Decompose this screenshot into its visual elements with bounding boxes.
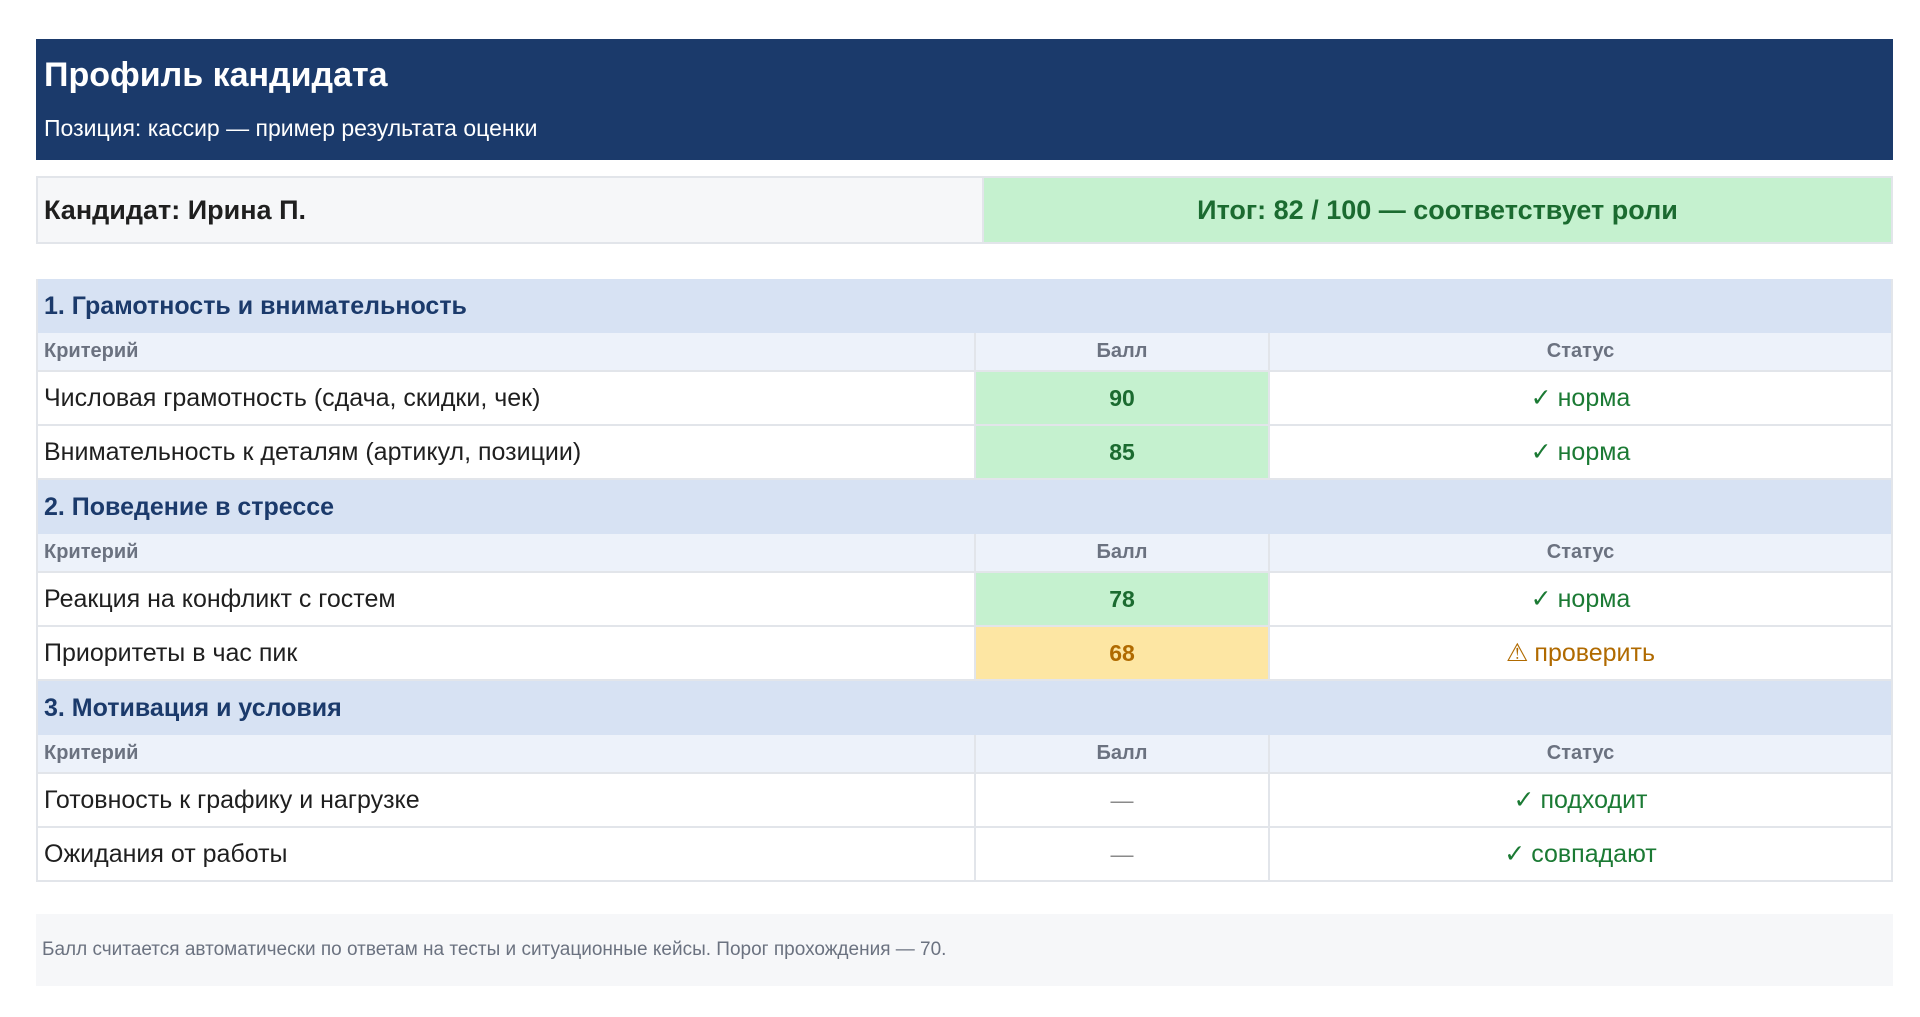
column-header-row: Критерий Балл Статус [38, 735, 1891, 774]
score-cell: 85 [976, 426, 1270, 478]
assessment-table: 1. Грамотность и внимательность Критерий… [36, 279, 1893, 882]
status-label: норма [1557, 383, 1631, 412]
status-cell: ✓ подходит [1270, 774, 1891, 826]
status-label: проверить [1534, 638, 1655, 667]
status-label: норма [1557, 584, 1631, 613]
table-row: Реакция на конфликт с гостем 78 ✓ норма [38, 573, 1891, 627]
status-cell: ⚠ проверить [1270, 627, 1891, 679]
score-cell: — [976, 774, 1270, 826]
column-header-score: Балл [976, 534, 1270, 571]
score-cell: 90 [976, 372, 1270, 424]
criterion-cell: Готовность к графику и нагрузке [38, 774, 976, 826]
check-icon: ✓ [1530, 585, 1552, 613]
status-cell: ✓ норма [1270, 426, 1891, 478]
footer-note: Балл считается автоматически по ответам … [36, 914, 1893, 986]
table-row: Готовность к графику и нагрузке — ✓ подх… [38, 774, 1891, 828]
score-cell: 78 [976, 573, 1270, 625]
candidate-summary: Кандидат: Ирина П. Итог: 82 / 100 — соот… [36, 176, 1893, 244]
status-label: подходит [1540, 785, 1648, 814]
section-heading: 2. Поведение в стрессе [38, 480, 1891, 534]
criterion-cell: Внимательность к деталям (артикул, позиц… [38, 426, 976, 478]
column-header-criterion: Критерий [38, 735, 976, 772]
status-cell: ✓ норма [1270, 573, 1891, 625]
criterion-cell: Числовая грамотность (сдача, скидки, чек… [38, 372, 976, 424]
total-score-badge: Итог: 82 / 100 — соответствует роли [984, 178, 1891, 242]
candidate-profile: Профиль кандидата Позиция: кассир — прим… [36, 39, 1893, 986]
table-row: Приоритеты в час пик 68 ⚠ проверить [38, 627, 1891, 681]
table-row: Ожидания от работы — ✓ совпадают [38, 828, 1891, 880]
check-icon: ✓ [1530, 438, 1552, 466]
table-row: Внимательность к деталям (артикул, позиц… [38, 426, 1891, 480]
warning-icon: ⚠ [1505, 639, 1529, 667]
status-cell: ✓ совпадают [1270, 828, 1891, 880]
column-header-status: Статус [1546, 340, 1615, 362]
column-header-score: Балл [976, 333, 1270, 370]
column-header-status: Статус [1546, 742, 1615, 764]
page-title: Профиль кандидата [44, 56, 388, 94]
section-heading: 3. Мотивация и условия [38, 681, 1891, 735]
score-cell: — [976, 828, 1270, 880]
page-subtitle: Позиция: кассир — пример результата оцен… [44, 115, 538, 141]
table-row: Числовая грамотность (сдача, скидки, чек… [38, 372, 1891, 426]
check-icon: ✓ [1504, 840, 1526, 868]
criterion-cell: Ожидания от работы [38, 828, 976, 880]
status-label: норма [1557, 437, 1631, 466]
check-icon: ✓ [1530, 384, 1552, 412]
profile-header: Профиль кандидата Позиция: кассир — прим… [36, 39, 1893, 160]
criterion-cell: Реакция на конфликт с гостем [38, 573, 976, 625]
check-icon: ✓ [1513, 786, 1535, 814]
column-header-score: Балл [976, 735, 1270, 772]
candidate-name: Кандидат: Ирина П. [38, 178, 984, 242]
section-heading: 1. Грамотность и внимательность [38, 279, 1891, 333]
column-header-criterion: Критерий [38, 534, 976, 571]
column-header-row: Критерий Балл Статус [38, 333, 1891, 372]
score-cell: 68 [976, 627, 1270, 679]
status-label: совпадают [1531, 839, 1657, 868]
criterion-cell: Приоритеты в час пик [38, 627, 976, 679]
column-header-row: Критерий Балл Статус [38, 534, 1891, 573]
column-header-status: Статус [1546, 541, 1615, 563]
column-header-criterion: Критерий [38, 333, 976, 370]
status-cell: ✓ норма [1270, 372, 1891, 424]
